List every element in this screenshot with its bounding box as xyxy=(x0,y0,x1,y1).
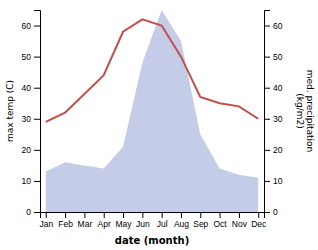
tick-label: Aug xyxy=(174,219,189,229)
axis-line xyxy=(41,213,265,219)
tick: 20 xyxy=(264,145,283,155)
tick: 0 xyxy=(264,207,278,217)
tick-mark xyxy=(264,212,270,213)
tick-mark xyxy=(264,119,270,120)
tick-label: Jun xyxy=(136,219,150,229)
tick-label: Feb xyxy=(58,219,73,229)
tick: 40 xyxy=(264,83,283,93)
area xyxy=(46,10,258,212)
tick-mark xyxy=(34,181,40,182)
tick: 10 xyxy=(22,176,40,186)
tick: May xyxy=(116,212,133,229)
tick: 30 xyxy=(264,114,283,124)
tick-label: Dec xyxy=(251,219,267,229)
tick-label: Nov xyxy=(232,219,248,229)
tick: Sep xyxy=(193,212,208,229)
tick-label: Sep xyxy=(193,219,208,229)
tick-mark xyxy=(200,212,201,218)
tick-label: 50 xyxy=(22,52,32,62)
tick-label: 60 xyxy=(273,21,283,31)
y2-axis-title-line: med. precipitation xyxy=(305,70,315,152)
y2-axis-title: med. precipitation(kg/m2) xyxy=(295,70,315,152)
tick-mark xyxy=(34,212,40,213)
tick: Oct xyxy=(213,212,227,229)
marks xyxy=(46,10,258,212)
tick-label: 0 xyxy=(273,207,278,217)
axis-line xyxy=(265,11,271,213)
tick-label: Mar xyxy=(78,219,93,229)
y2-axis-title-line: (kg/m2) xyxy=(295,93,305,128)
tick-mark xyxy=(264,150,270,151)
tick-mark xyxy=(181,212,182,218)
tick-label: 50 xyxy=(273,52,283,62)
tick-mark xyxy=(104,212,105,218)
chart: Jan Feb Mar Apr MayJun Jul Aug Sep Oct NovDec 0 10 2… xyxy=(0,0,318,250)
tick-label: May xyxy=(116,219,133,229)
plot: Jan Feb Mar Apr MayJun Jul Aug Sep Oct NovDec 0 10 2… xyxy=(5,10,315,246)
tick-mark xyxy=(34,150,40,151)
tick-label: 0 xyxy=(26,207,31,217)
tick: 60 xyxy=(22,21,40,31)
tick: 50 xyxy=(22,52,40,62)
y-axis-title: max temp (C) xyxy=(5,80,15,142)
tick: Jul xyxy=(157,212,168,229)
tick: Dec xyxy=(251,212,267,229)
tick-mark xyxy=(264,26,270,27)
tick-label: 60 xyxy=(22,21,32,31)
tick-mark xyxy=(65,212,66,218)
tick: 20 xyxy=(22,145,40,155)
x-axis-title: date (month) xyxy=(115,235,189,246)
tick-mark xyxy=(142,212,143,218)
tick-mark xyxy=(264,88,270,89)
tick-mark xyxy=(264,181,270,182)
tick-label: 30 xyxy=(273,114,283,124)
tick-mark xyxy=(264,57,270,58)
tick-mark xyxy=(258,212,259,218)
y-axis: 0 10 20 30 40 50 60 xyxy=(22,11,41,218)
tick-label: 40 xyxy=(22,83,32,93)
tick: 30 xyxy=(22,114,40,124)
tick: Jun xyxy=(136,212,150,229)
tick-label: 20 xyxy=(273,145,283,155)
tick: Apr xyxy=(98,212,111,229)
tick: Feb xyxy=(58,212,73,229)
tick-mark xyxy=(239,212,240,218)
tick-label: 20 xyxy=(22,145,32,155)
tick-mark xyxy=(46,212,47,218)
tick-mark xyxy=(123,212,124,218)
tick-mark xyxy=(34,119,40,120)
tick-label: Jan xyxy=(39,219,53,229)
axis-line xyxy=(34,11,41,213)
tick: 50 xyxy=(264,52,283,62)
tick-label: 40 xyxy=(273,83,283,93)
tick: Jan xyxy=(39,212,53,229)
y2-axis: 0 10 20 30 40 50 60 xyxy=(264,11,283,218)
tick: Mar xyxy=(78,212,93,229)
tick-mark xyxy=(162,212,163,218)
tick-mark xyxy=(34,57,40,58)
tick-label: Jul xyxy=(157,219,168,229)
tick-label: 10 xyxy=(273,176,283,186)
tick: Nov xyxy=(232,212,248,229)
tick-mark xyxy=(34,26,40,27)
tick: 10 xyxy=(264,176,283,186)
tick: 0 xyxy=(26,207,40,217)
tick-label: 30 xyxy=(22,114,32,124)
tick-mark xyxy=(220,212,221,218)
tick-label: Oct xyxy=(213,219,227,229)
tick: 40 xyxy=(22,83,40,93)
tick: Aug xyxy=(174,212,189,229)
x-axis: Jan Feb Mar Apr MayJun Jul Aug Sep Oct NovDec xyxy=(39,212,267,229)
tick: 60 xyxy=(264,21,283,31)
tick-label: Apr xyxy=(98,219,111,229)
tick-mark xyxy=(84,212,85,218)
tick-mark xyxy=(34,88,40,89)
line xyxy=(46,19,258,122)
tick-label: 10 xyxy=(22,176,32,186)
